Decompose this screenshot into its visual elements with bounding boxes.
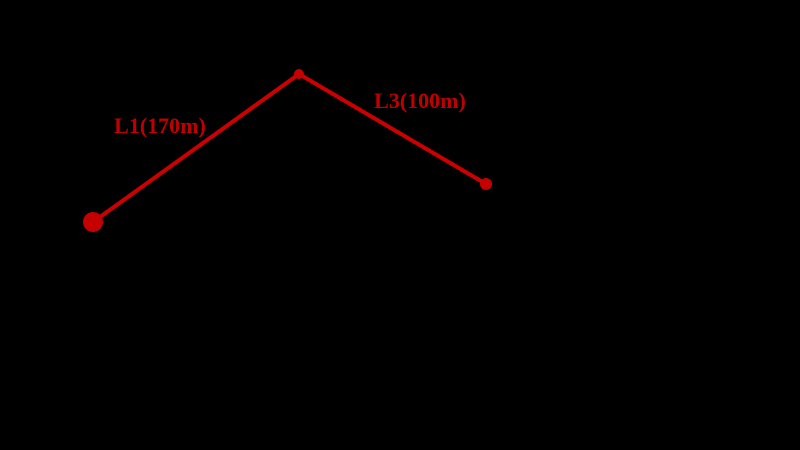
node-start	[83, 212, 103, 232]
edge-l1-label: L1(170m)	[114, 113, 206, 138]
node-end	[480, 178, 492, 190]
node-apex	[294, 69, 304, 79]
edge-l3-label: L3(100m)	[374, 88, 466, 113]
edge-l3	[297, 72, 488, 186]
edge-l1	[91, 72, 301, 224]
